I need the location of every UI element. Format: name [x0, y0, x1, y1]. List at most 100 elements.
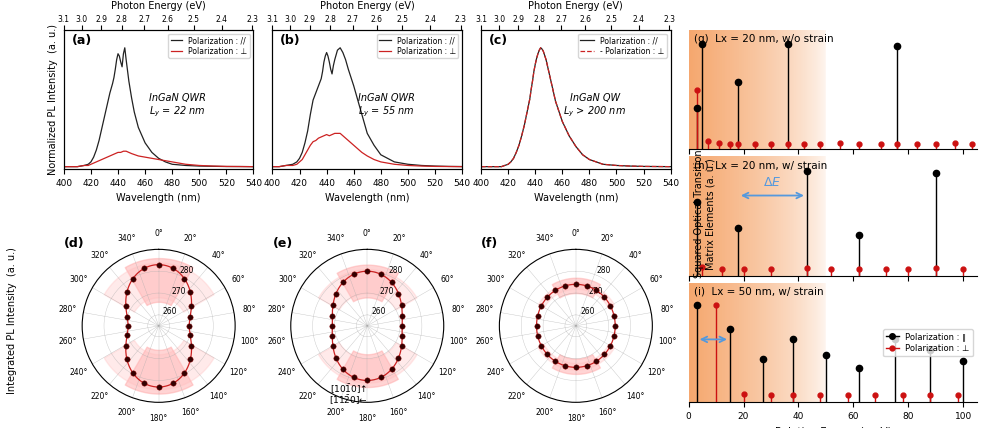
Point [177, 275, 192, 282]
Text: (h)  Lx = 20 nm, w/ strain: (h) Lx = 20 nm, w/ strain [694, 160, 828, 170]
Y-axis label: Normalized PL Intensity  (a. u.): Normalized PL Intensity (a. u.) [48, 24, 58, 175]
Point [606, 333, 622, 339]
Point [183, 314, 198, 321]
Text: InGaN QWR
$L_y$ = 22 nm: InGaN QWR $L_y$ = 22 nm [149, 92, 206, 119]
Point [335, 279, 351, 286]
Point [183, 356, 198, 363]
Point [603, 303, 619, 309]
Text: (e): (e) [272, 237, 293, 250]
Point [335, 366, 351, 373]
Point [558, 363, 573, 369]
Point [373, 271, 389, 278]
Point [346, 271, 361, 278]
Text: InGaN QW
$L_y$ > 200 nm: InGaN QW $L_y$ > 200 nm [564, 92, 627, 119]
Point [373, 374, 389, 381]
Text: InGaN QWR
$L_y$ = 55 nm: InGaN QWR $L_y$ = 55 nm [357, 92, 414, 119]
Point [568, 364, 583, 371]
Point [324, 332, 340, 339]
X-axis label: Photon Energy (eV): Photon Energy (eV) [528, 1, 624, 11]
Point [119, 289, 135, 296]
Point [118, 303, 134, 309]
Point [578, 363, 594, 369]
Point [359, 268, 375, 275]
Point [578, 282, 594, 289]
Point [125, 369, 140, 376]
Point [125, 275, 140, 282]
Point [548, 287, 564, 294]
Point [530, 312, 546, 319]
Point [120, 331, 136, 338]
Point [182, 322, 197, 329]
Point [395, 332, 410, 339]
Point [391, 355, 407, 362]
Point [548, 358, 564, 365]
Text: Squared Optical Transition
Matrix Elements (a. u.): Squared Optical Transition Matrix Elemen… [694, 150, 716, 278]
Point [325, 302, 341, 309]
Point [533, 342, 549, 349]
Point [346, 374, 361, 381]
Point [596, 294, 612, 300]
Point [395, 313, 410, 320]
Text: Integrated PL Intensity  (a. u.): Integrated PL Intensity (a. u.) [7, 247, 17, 395]
Point [151, 383, 167, 390]
Point [539, 294, 555, 300]
Point [533, 303, 549, 309]
Point [151, 261, 167, 268]
Point [530, 333, 546, 339]
Point [328, 290, 344, 297]
Point [136, 265, 152, 272]
Point [120, 314, 136, 321]
Point [528, 322, 544, 329]
Legend: Polarization : //, - Polarization : ⊥: Polarization : //, - Polarization : ⊥ [578, 34, 667, 58]
Text: (d): (d) [64, 237, 84, 250]
Text: (b): (b) [280, 34, 300, 47]
Point [568, 281, 583, 288]
X-axis label: Wavelength (nm): Wavelength (nm) [117, 193, 201, 203]
Legend: Polarization : ∥, Polarization : ⊥: Polarization : ∥, Polarization : ⊥ [883, 329, 973, 356]
Point [325, 343, 341, 350]
Point [588, 287, 604, 294]
Point [607, 322, 623, 329]
Text: $\Delta E$: $\Delta E$ [763, 176, 782, 189]
Text: (g)  Lx = 20 nm, w/o strain: (g) Lx = 20 nm, w/o strain [694, 33, 834, 44]
X-axis label: Relative Energy (meV): Relative Energy (meV) [775, 427, 891, 428]
Point [183, 289, 198, 296]
Text: (a): (a) [72, 34, 91, 47]
Point [384, 279, 400, 286]
Text: (i)  Lx = 50 nm, w/ strain: (i) Lx = 50 nm, w/ strain [694, 287, 824, 297]
Point [165, 265, 181, 272]
Point [183, 331, 198, 338]
Point [596, 351, 612, 358]
Point [177, 369, 192, 376]
Text: (c): (c) [489, 34, 508, 47]
Point [603, 342, 619, 349]
Point [384, 366, 400, 373]
Point [328, 355, 344, 362]
Point [606, 312, 622, 319]
Point [324, 313, 340, 320]
X-axis label: Wavelength (nm): Wavelength (nm) [325, 193, 409, 203]
Point [394, 343, 409, 350]
Legend: Polarization : //, Polarization : ⊥: Polarization : //, Polarization : ⊥ [377, 34, 459, 58]
Point [588, 358, 604, 365]
Text: $[10\bar{1}0]$↑: $[10\bar{1}0]$↑ [330, 382, 367, 396]
Point [391, 290, 407, 297]
Point [539, 351, 555, 358]
Point [119, 356, 135, 363]
Point [120, 322, 136, 329]
Legend: Polarization : //, Polarization : ⊥: Polarization : //, Polarization : ⊥ [168, 34, 249, 58]
Point [136, 380, 152, 386]
X-axis label: Photon Energy (eV): Photon Energy (eV) [320, 1, 414, 11]
Point [359, 377, 375, 384]
Point [184, 342, 199, 349]
Point [324, 322, 340, 329]
Point [165, 380, 181, 386]
X-axis label: Wavelength (nm): Wavelength (nm) [533, 193, 618, 203]
Point [395, 322, 410, 329]
Point [118, 342, 134, 349]
Point [394, 302, 409, 309]
Point [558, 282, 573, 289]
Text: $[11\bar{2}0]$←: $[11\bar{2}0]$← [329, 394, 368, 407]
Point [184, 303, 199, 309]
X-axis label: Photon Energy (eV): Photon Energy (eV) [111, 1, 206, 11]
